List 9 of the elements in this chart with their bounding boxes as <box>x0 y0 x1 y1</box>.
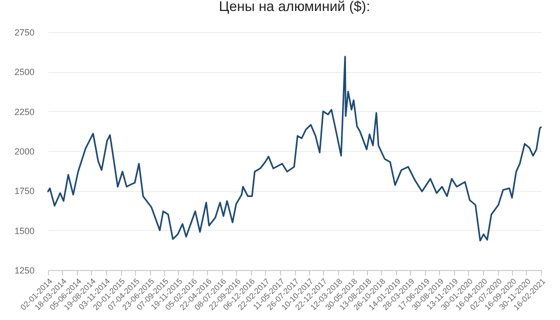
y-tick-label: 2500 <box>14 67 34 78</box>
y-tick-label: 1500 <box>14 226 34 236</box>
y-tick-label: 2250 <box>14 106 34 117</box>
y-tick-label: 2750 <box>14 28 34 38</box>
y-tick-label: 2000 <box>14 146 34 156</box>
y-tick-label: 1250 <box>14 266 34 276</box>
y-tick-label: 1750 <box>14 186 34 196</box>
chart-title: Цены на алюминий ($): <box>218 0 370 14</box>
line-series <box>47 56 542 242</box>
